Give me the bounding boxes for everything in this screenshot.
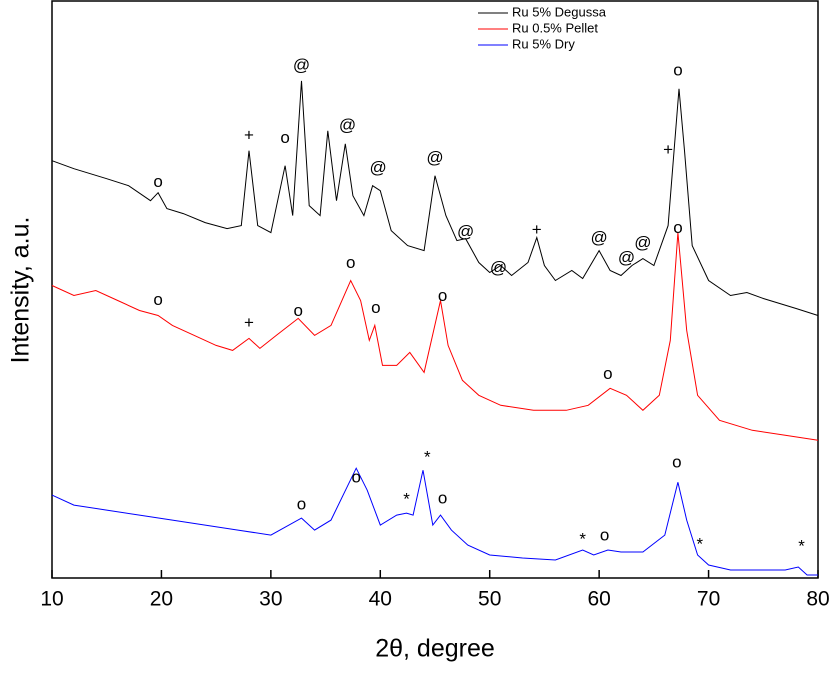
x-tick-label: 70: [697, 588, 720, 611]
x-tick-label: 20: [150, 588, 173, 611]
y-axis-label: Intensity, a.u.: [7, 217, 35, 364]
series-line: [51, 80, 819, 316]
peak-marker: *: [424, 448, 431, 467]
peak-marker: o: [438, 286, 447, 305]
peak-marker: *: [579, 530, 586, 549]
peak-marker: o: [153, 172, 162, 191]
peak-marker: o: [438, 489, 447, 508]
peak-marker: o: [346, 253, 355, 272]
peak-marker: o: [293, 301, 302, 320]
x-axis-label: 2θ, degree: [375, 635, 495, 663]
legend-label: Ru 0.5% Pellet: [512, 20, 598, 35]
peak-marker: o: [153, 290, 162, 309]
x-tick-label: 10: [40, 588, 63, 611]
peak-marker: *: [798, 537, 805, 556]
x-tick-label: 40: [369, 588, 392, 611]
x-tick-label: 30: [259, 588, 282, 611]
peak-marker: o: [351, 468, 360, 487]
peak-marker: *: [403, 490, 410, 509]
peak-marker: @: [591, 228, 608, 247]
peak-marker: o: [280, 128, 289, 147]
peak-marker: *: [697, 535, 704, 554]
peak-marker: +: [244, 125, 254, 144]
legend-label: Ru 5% Dry: [512, 36, 575, 51]
peak-marker: +: [663, 140, 673, 159]
peak-marker: @: [339, 115, 356, 134]
x-tick-label: 50: [478, 588, 501, 611]
peak-marker: o: [603, 364, 612, 383]
peak-marker: o: [600, 526, 609, 545]
peak-marker: o: [672, 453, 681, 472]
x-tick-label: 60: [587, 588, 610, 611]
peak-marker: @: [490, 258, 507, 277]
peak-marker: +: [532, 220, 542, 239]
peak-marker: @: [618, 248, 635, 267]
peak-marker: @: [634, 233, 651, 252]
peak-marker: +: [244, 313, 254, 332]
x-tick-label: 80: [806, 588, 829, 611]
series-line: [51, 232, 819, 441]
peak-marker: @: [457, 222, 474, 241]
peak-marker: o: [673, 60, 682, 79]
series-line: [51, 467, 818, 576]
peak-marker: @: [293, 55, 310, 74]
peak-marker: @: [426, 148, 443, 167]
peak-marker: o: [297, 495, 306, 514]
peak-marker: o: [371, 298, 380, 317]
peak-marker: @: [369, 158, 386, 177]
plot-frame: [51, 0, 819, 579]
legend-label: Ru 5% Degussa: [512, 4, 607, 19]
peak-marker: o: [673, 218, 682, 237]
